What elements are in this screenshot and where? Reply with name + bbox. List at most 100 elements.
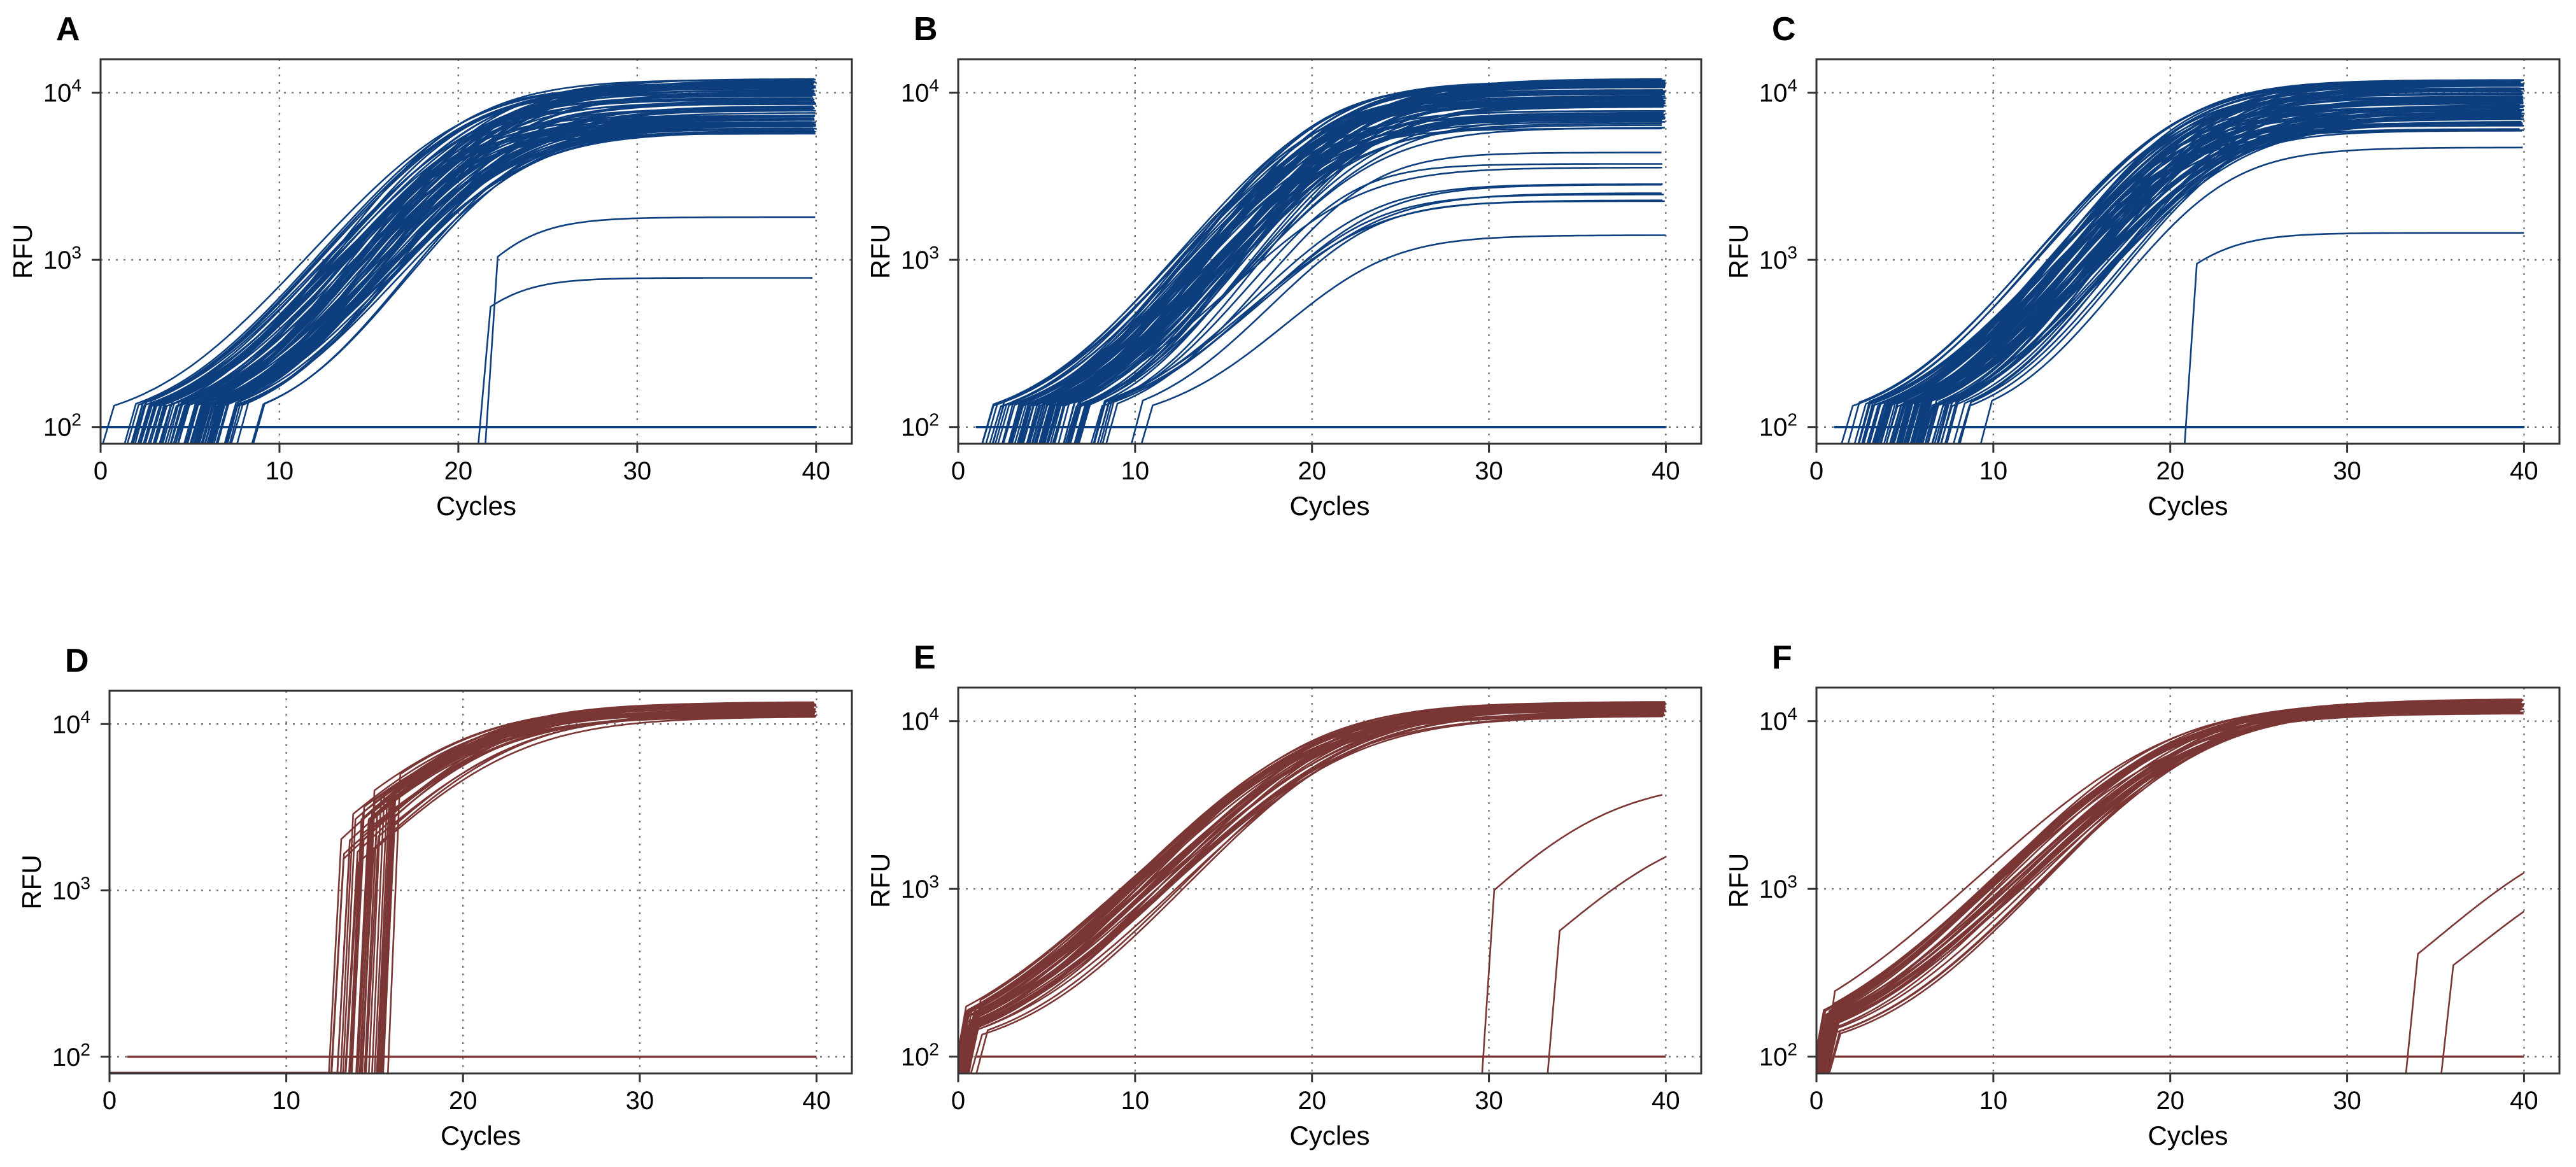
y-tick-label: 103: [901, 243, 939, 274]
amplification-curve: [348, 702, 812, 1073]
amplification-curve: [230, 131, 815, 444]
amplification-curve: [357, 711, 817, 1073]
amplification-curve: [1825, 699, 2524, 1073]
y-tick-label: 104: [52, 707, 90, 739]
x-tick-label: 0: [1809, 457, 1823, 485]
amplification-curve: [1074, 102, 1666, 444]
x-tick-label: 0: [951, 457, 965, 485]
amplification-curve: [1546, 856, 1666, 1073]
x-tick-label: 10: [1121, 457, 1150, 485]
amplification-curve: [959, 710, 1662, 1073]
y-tick-label: 103: [901, 872, 939, 903]
amplification-curve: [350, 702, 815, 1073]
amplification-curve: [1931, 118, 2523, 444]
plot-frame: [108, 690, 853, 1075]
amplification-curve: [191, 124, 816, 444]
amplification-curve: [1889, 117, 2521, 444]
amplification-curve: [342, 704, 815, 1073]
amplification-curve: [1051, 116, 1666, 444]
y-tick-label: 104: [901, 704, 939, 736]
x-tick-label: 10: [272, 1087, 301, 1115]
y-tick-label: 104: [1759, 704, 1797, 736]
amplification-curve: [368, 702, 814, 1073]
amplification-curve: [958, 702, 1665, 1073]
x-tick-label: 20: [449, 1087, 478, 1115]
amplification-curve: [336, 704, 814, 1073]
amplification-curve: [224, 130, 814, 444]
amplification-curve: [994, 95, 1666, 444]
plot-frame: [957, 686, 1702, 1075]
amplification-curve: [1816, 700, 2521, 1073]
y-axis-label: RFU: [865, 853, 895, 908]
amplification-curve: [160, 89, 812, 444]
amplification-curve: [958, 711, 1664, 1073]
amplification-curve: [330, 709, 812, 1073]
amplification-curve: [1040, 101, 1663, 444]
panel-c: C 0 10 20 30 40 102 103 104 Cycles RFU: [1723, 11, 2561, 521]
y-tick-label: 104: [1759, 76, 1797, 108]
amplification-curve: [1052, 119, 1662, 444]
amplification-curve: [223, 127, 813, 444]
panel-a: A 0 10 20 30 40 102 103 104 Cycles RFU: [8, 11, 853, 521]
amplification-curve: [1847, 80, 2523, 444]
y-tick-label: 103: [1759, 872, 1797, 903]
plot-frame: [1815, 58, 2561, 445]
x-tick-label: 40: [2510, 1087, 2538, 1115]
amplification-curve: [1096, 192, 1662, 444]
amplification-curve: [1916, 90, 2521, 444]
amplification-curve: [964, 705, 1663, 1073]
y-tick-label: 104: [901, 76, 939, 108]
y-axis-label: RFU: [865, 224, 895, 279]
amplification-curve: [216, 115, 815, 444]
x-tick-label: 30: [1475, 1087, 1503, 1115]
amplification-curve: [1481, 794, 1663, 1073]
amplification-curve: [1016, 85, 1666, 444]
panel-letter: B: [914, 11, 938, 48]
panel-f: F 0 10 20 30 40 102 103 104 Cycles RFU: [1723, 639, 2561, 1150]
amplification-curve: [134, 87, 813, 444]
panel-d: D 0 10 20 30 40 102 103 104 Cycles RFU: [17, 642, 853, 1150]
amplification-curve: [958, 712, 1664, 1059]
amplification-curve: [1101, 163, 1662, 444]
amplification-curve: [1879, 107, 2521, 444]
y-axis-label: RFU: [1723, 224, 1753, 279]
amplification-curve: [1957, 118, 2523, 444]
amplification-curve: [1918, 85, 2523, 444]
amplification-curve: [970, 712, 1664, 1073]
amplification-curve: [1008, 99, 1666, 444]
y-tick-label: 102: [901, 1040, 939, 1072]
y-axis-label: RFU: [1723, 853, 1753, 908]
amplification-curve: [207, 115, 814, 444]
x-tick-label: 20: [2156, 457, 2184, 485]
amplification-curve: [139, 97, 814, 444]
amplification-curve: [344, 711, 814, 1073]
amplification-curve: [2440, 910, 2525, 1073]
x-tick-label: 10: [265, 457, 294, 485]
panel-letter: E: [914, 639, 936, 676]
x-tick-label: 30: [623, 457, 652, 485]
amplification-curve: [963, 709, 1666, 1073]
amplification-curve: [1069, 117, 1666, 444]
amplification-curve: [344, 705, 813, 1073]
y-tick-label: 102: [901, 410, 939, 442]
amplification-curve: [968, 703, 1666, 1073]
x-tick-label: 0: [94, 457, 108, 485]
amplification-curve: [1979, 146, 2523, 444]
amplification-curve: [153, 117, 814, 444]
amplification-curve: [357, 705, 817, 1073]
amplification-curve: [202, 92, 814, 444]
amplification-curve: [211, 131, 814, 444]
x-axis-label: Cycles: [436, 491, 516, 521]
y-tick-label: 103: [43, 243, 81, 274]
x-tick-label: 0: [103, 1087, 117, 1115]
x-tick-label: 30: [2333, 1087, 2361, 1115]
amplification-curve: [1875, 118, 2524, 444]
amplification-curve: [958, 708, 1665, 1064]
amplification-curve: [1816, 706, 2521, 1072]
amplification-curves: [110, 701, 817, 1073]
amplification-curve: [164, 103, 816, 444]
amplification-curves: [975, 78, 1666, 444]
amplification-curves: [1816, 698, 2525, 1073]
amplification-curve: [162, 86, 814, 444]
